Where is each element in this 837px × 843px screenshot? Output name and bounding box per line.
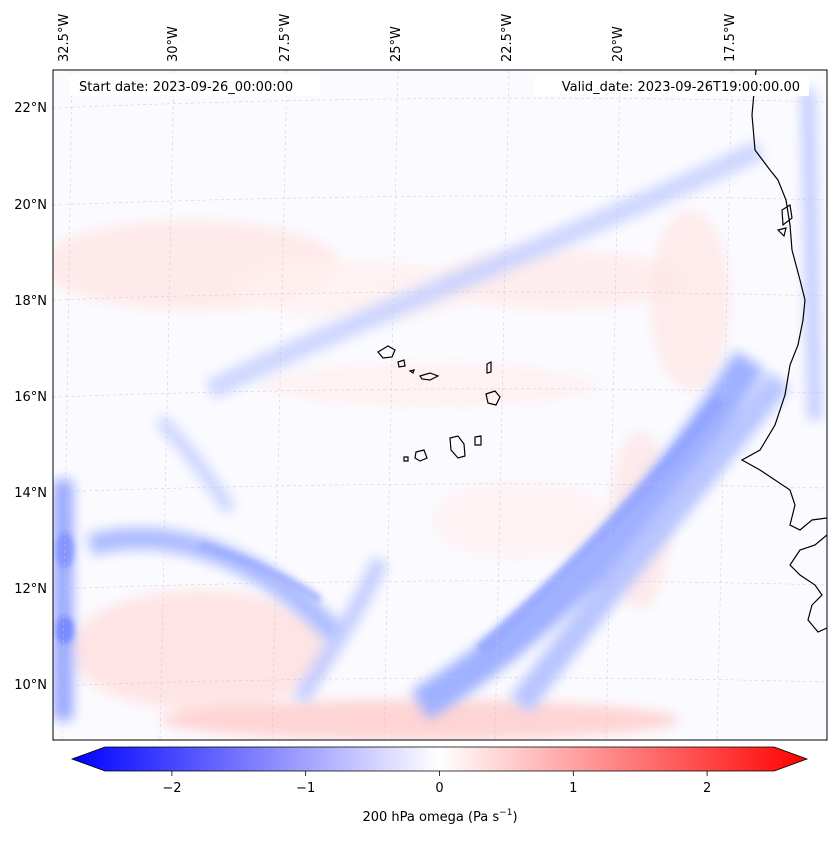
lon-label: 25°W xyxy=(389,26,404,62)
colorbar-label-exponent: −1 xyxy=(499,808,512,818)
island-fogo xyxy=(414,449,428,462)
lon-label: 17.5°W xyxy=(723,14,738,62)
map-border xyxy=(52,69,828,741)
island-sao-nicolau xyxy=(419,372,440,381)
colorbar: −2 −1 0 1 2 200 hPa omega (Pa s−1) xyxy=(70,746,809,825)
colorbar-body xyxy=(70,746,809,772)
colorbar-tick-label: −1 xyxy=(296,781,315,796)
colorbar-tick-label: −2 xyxy=(162,781,181,796)
lat-label: 10°N xyxy=(14,678,47,693)
lat-label: 18°N xyxy=(14,294,47,309)
island-santa-luzia xyxy=(408,369,415,374)
island-boa-vista xyxy=(485,390,501,406)
lon-label: 22.5°W xyxy=(500,14,515,62)
island-sao-vicente xyxy=(397,359,406,368)
cape-verde-islands xyxy=(377,345,501,462)
colorbar-tick-label: 1 xyxy=(569,781,577,796)
colorbar-tick-label: 2 xyxy=(703,781,711,796)
gridlines xyxy=(53,70,827,740)
coastlines xyxy=(740,70,827,633)
africa-coastline-south xyxy=(789,534,827,633)
negative-omega-field xyxy=(53,89,822,720)
colorbar-ticks: −2 −1 0 1 2 xyxy=(162,771,711,796)
lat-label: 12°N xyxy=(14,582,47,597)
lat-label: 20°N xyxy=(14,198,47,213)
map-panel xyxy=(53,70,827,740)
lat-label: 14°N xyxy=(14,486,47,501)
latitude-labels: 22°N 20°N 18°N 16°N 14°N 12°N 10°N xyxy=(14,101,47,693)
lat-label: 22°N xyxy=(14,101,47,116)
valid-date-box xyxy=(535,75,809,96)
africa-coastline xyxy=(740,70,827,531)
lon-label: 20°W xyxy=(611,26,626,62)
lon-label: 32.5°W xyxy=(57,14,72,62)
island-maio xyxy=(474,435,482,446)
lon-label: 30°W xyxy=(166,26,181,62)
lat-label: 16°N xyxy=(14,390,47,405)
colorbar-tick-label: 0 xyxy=(435,781,443,796)
start-date-label: Start date: 2023-09-26_00:00:00 xyxy=(79,80,293,95)
island-sal xyxy=(486,361,492,374)
island-brava xyxy=(403,456,409,462)
start-date-box xyxy=(70,75,320,96)
longitude-labels: 32.5°W 30°W 27.5°W 25°W 22.5°W 20°W 17.5… xyxy=(57,14,738,62)
island-santiago xyxy=(449,435,466,459)
lon-label: 27.5°W xyxy=(278,14,293,62)
colorbar-label-text: 200 hPa omega (Pa s xyxy=(362,810,499,825)
colorbar-label: 200 hPa omega (Pa s−1) xyxy=(362,808,517,825)
valid-date-label: Valid_date: 2023-09-26T19:00:00.00 xyxy=(562,80,800,95)
colorbar-label-close: ) xyxy=(512,810,517,825)
date-annotations: Start date: 2023-09-26_00:00:00 Valid_da… xyxy=(70,75,809,96)
island-santo-antao xyxy=(377,345,396,359)
